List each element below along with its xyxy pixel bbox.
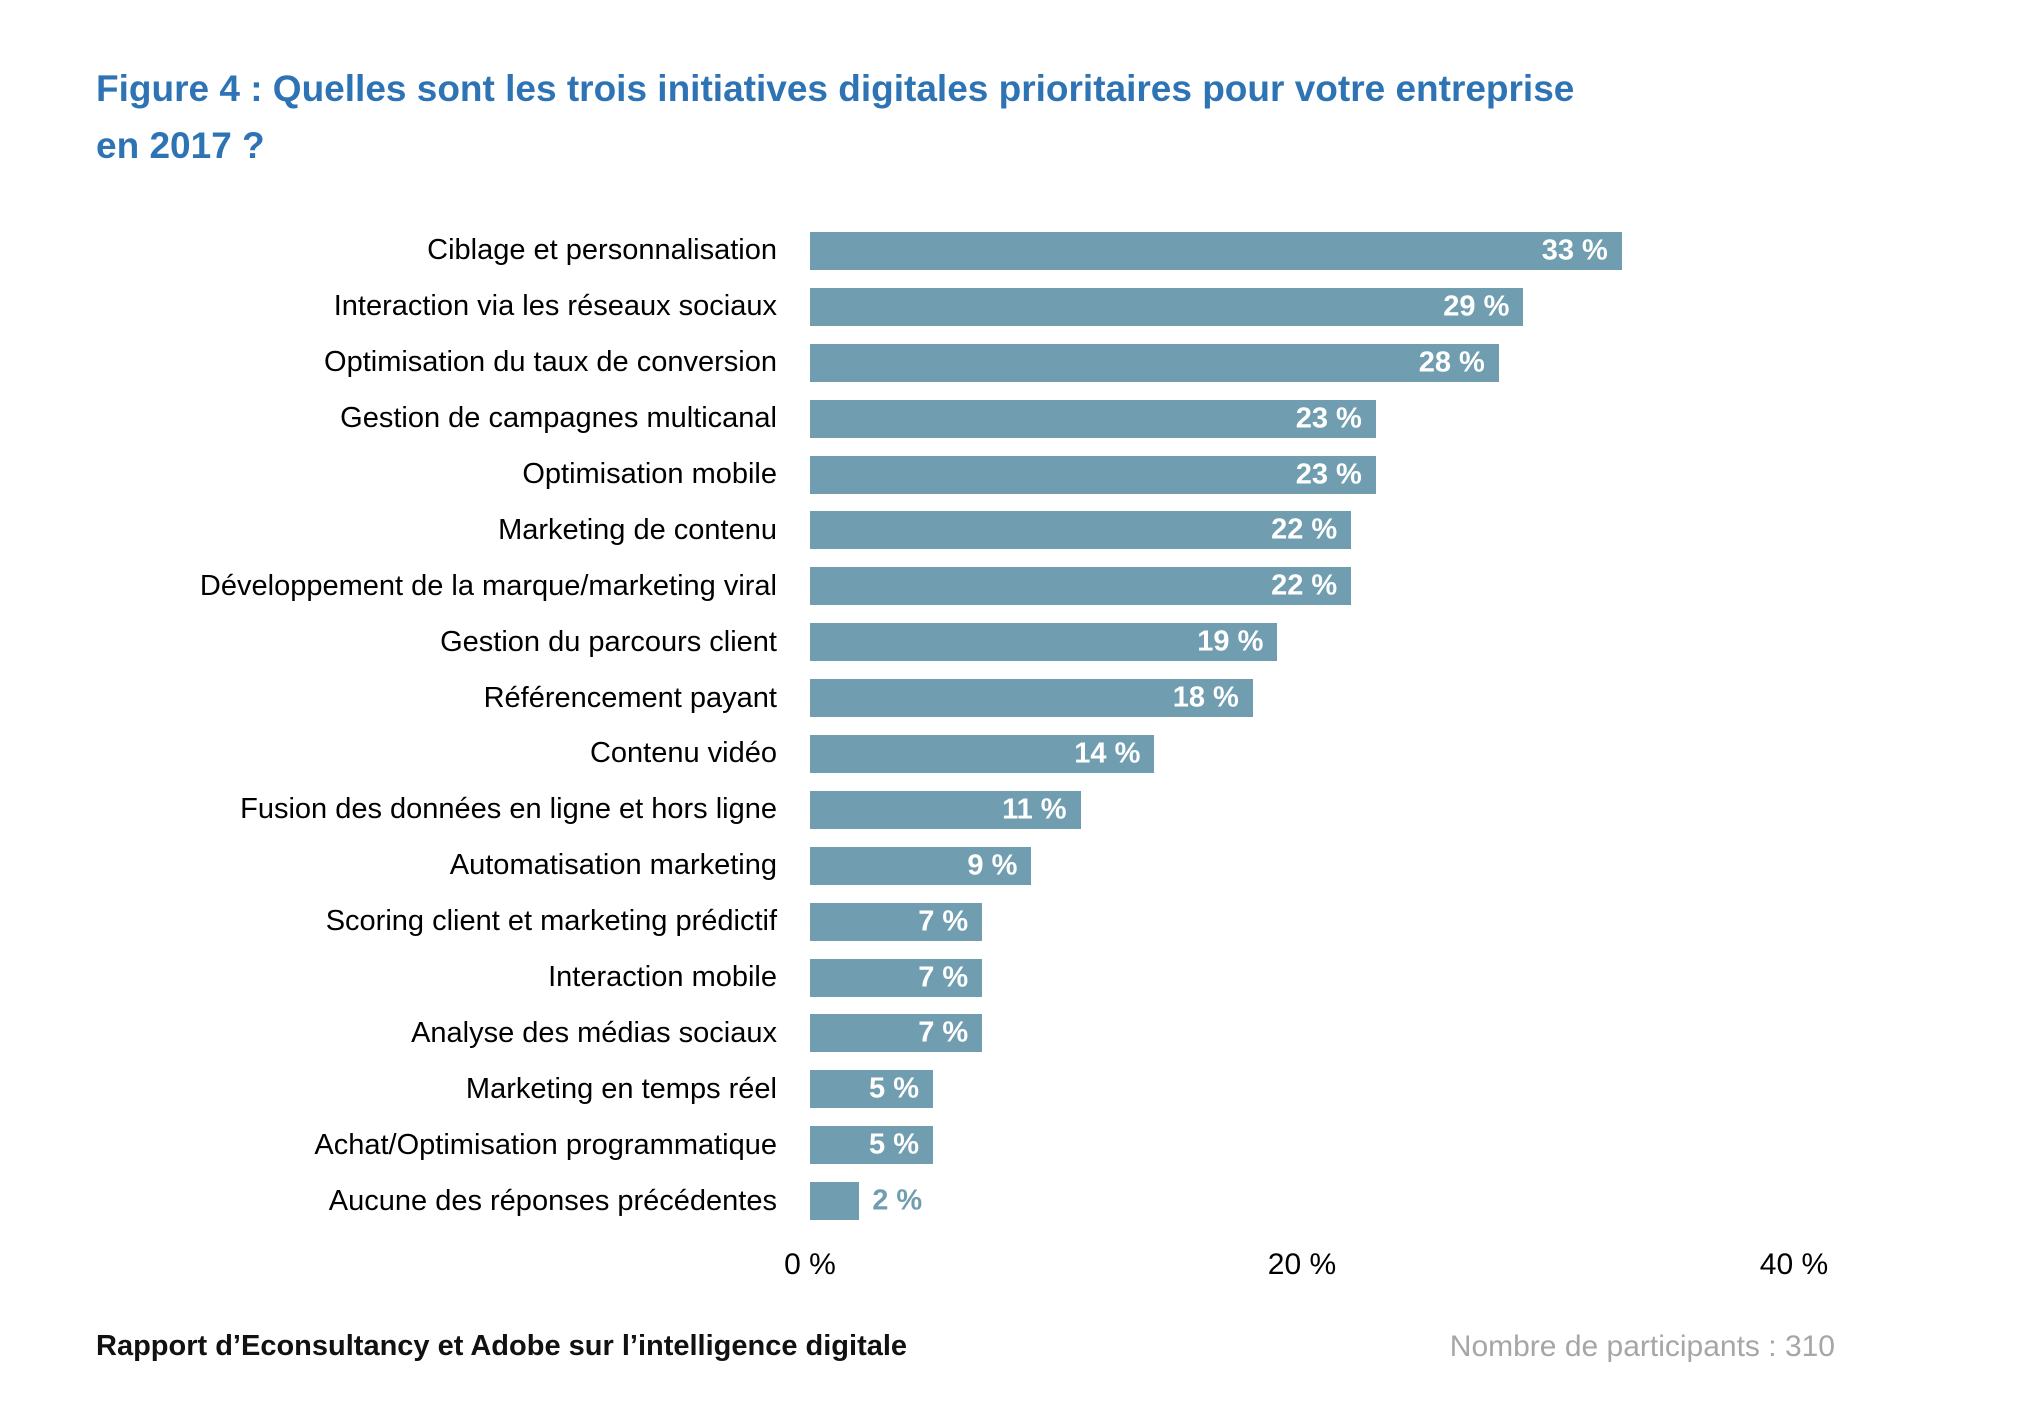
bar: 33 % — [810, 231, 1622, 270]
category-label: Fusion des données en ligne et hors lign… — [240, 793, 777, 826]
value-label: 14 % — [1074, 737, 1141, 770]
category-label: Automatisation marketing — [449, 849, 777, 882]
value-label: 22 % — [1271, 569, 1338, 602]
bar: 11 % — [810, 790, 1081, 829]
category-label: Gestion du parcours client — [440, 625, 777, 658]
category-label: Développement de la marque/marketing vir… — [199, 569, 777, 602]
x-axis-tick-label: 20 % — [1267, 1248, 1337, 1281]
bar-row: Ciblage et personnalisation 33 % — [0, 223, 2020, 279]
bar-track: 29 % — [810, 287, 1960, 326]
bar-chart: Ciblage et personnalisation 33 % Interacti… — [0, 223, 2020, 1229]
bar-row: Automatisation marketing 9 % — [0, 838, 2020, 894]
participants-count: Nombre de participants : 310 — [1449, 1330, 1835, 1363]
bar-row: Aucune des réponses précédentes 2 % — [0, 1173, 2020, 1229]
bar-row: Contenu vidéo 14 % — [0, 726, 2020, 782]
bar-row: Interaction mobile 7 % — [0, 950, 2020, 1006]
bar-track: 23 % — [810, 399, 1960, 438]
bar: 7 % — [810, 902, 983, 941]
bar: 28 % — [810, 343, 1499, 382]
page-title: Figure 4 : Quelles sont les trois initia… — [96, 68, 1575, 166]
bar: 29 % — [810, 287, 1524, 326]
bar: 7 % — [810, 1014, 983, 1053]
bar-track: 14 % — [810, 734, 1960, 773]
category-label: Analyse des médias sociaux — [411, 1016, 777, 1049]
bar: 9 % — [810, 846, 1032, 885]
bar-track: 5 % — [810, 1126, 1960, 1165]
bar-row: Référencement payant 18 % — [0, 670, 2020, 726]
category-label: Optimisation du taux de conversion — [324, 346, 777, 379]
bar-track: 9 % — [810, 846, 1960, 885]
bar-row: Marketing de contenu 22 % — [0, 502, 2020, 558]
bar: 14 % — [810, 734, 1155, 773]
bar: 7 % — [810, 958, 983, 997]
category-label: Gestion de campagnes multicanal — [340, 402, 777, 435]
category-label: Marketing en temps réel — [465, 1072, 777, 1105]
bar-row: Développement de la marque/marketing vir… — [0, 558, 2020, 614]
bar: 23 % — [810, 455, 1376, 494]
bar-track: 22 % — [810, 511, 1960, 550]
bar: 18 % — [810, 679, 1253, 718]
bar-row: Marketing en temps réel 5 % — [0, 1061, 2020, 1117]
bar-track: 7 % — [810, 1014, 1960, 1053]
value-label: 2 % — [872, 1184, 923, 1217]
value-label: 18 % — [1172, 681, 1239, 714]
value-label: 23 % — [1295, 402, 1362, 435]
bar-row: Scoring client et marketing prédictif 7 % — [0, 894, 2020, 950]
category-label: Scoring client et marketing prédictif — [325, 905, 777, 938]
bar-track: 11 % — [810, 790, 1960, 829]
category-label: Optimisation mobile — [522, 458, 777, 490]
category-label: Interaction via les réseaux sociaux — [333, 290, 777, 323]
bar: 22 % — [810, 511, 1352, 550]
category-label: Ciblage et personnalisation — [427, 234, 777, 267]
value-label: 7 % — [918, 905, 969, 938]
value-label: 11 % — [1002, 793, 1067, 826]
bar-track: 7 % — [810, 902, 1960, 941]
bar-row: Achat/Optimisation programmatique 5 % — [0, 1117, 2020, 1173]
value-label: 5 % — [869, 1128, 919, 1161]
value-label: 29 % — [1443, 290, 1510, 323]
value-label: 33 % — [1541, 234, 1608, 267]
bar-row: Optimisation du taux de conversion 28 % — [0, 335, 2020, 391]
source-text: Rapport d’Econsultancy et Adobe sur l’in… — [96, 1330, 908, 1362]
bar-track: 28 % — [810, 343, 1960, 382]
value-label: 22 % — [1271, 513, 1338, 546]
bar: 5 % — [810, 1126, 933, 1165]
bar-track: 2 % — [810, 1182, 1960, 1221]
bar: 22 % — [810, 567, 1352, 606]
x-axis: 0 % 20 % 40 % — [784, 1248, 1910, 1288]
bar-row: Analyse des médias sociaux 7 % — [0, 1005, 2020, 1061]
value-label: 19 % — [1197, 625, 1264, 658]
bar — [810, 1182, 860, 1221]
category-label: Interaction mobile — [548, 961, 777, 994]
x-axis-tick-label: 40 % — [1759, 1248, 1829, 1281]
value-label: 7 % — [918, 1016, 969, 1049]
value-label: 9 % — [967, 849, 1018, 882]
bar-row: Gestion du parcours client 19 % — [0, 614, 2020, 670]
value-label: 7 % — [918, 961, 969, 994]
value-label: 23 % — [1295, 458, 1362, 490]
value-label: 28 % — [1418, 346, 1485, 379]
category-label: Référencement payant — [483, 681, 777, 714]
bar-track: 18 % — [810, 679, 1960, 718]
bar: 5 % — [810, 1070, 933, 1109]
value-label: 5 % — [869, 1072, 919, 1105]
bar-track: 23 % — [810, 455, 1960, 494]
category-label: Achat/Optimisation programmatique — [314, 1128, 777, 1161]
category-label: Aucune des réponses précédentes — [328, 1184, 777, 1217]
bar-row: Interaction via les réseaux sociaux 29 % — [0, 279, 2020, 335]
bar-track: 19 % — [810, 623, 1960, 662]
x-axis-tick-label: 0 % — [784, 1248, 836, 1281]
bar-track: 7 % — [810, 958, 1960, 997]
bar-track: 33 % — [810, 231, 1960, 270]
bar-row: Gestion de campagnes multicanal 23 % — [0, 391, 2020, 447]
bar-row: Optimisation mobile 23 % — [0, 447, 2020, 503]
bar-track: 22 % — [810, 567, 1960, 606]
category-label: Contenu vidéo — [589, 737, 777, 770]
bar-track: 5 % — [810, 1070, 1960, 1109]
category-label: Marketing de contenu — [498, 513, 777, 546]
bar: 19 % — [810, 623, 1278, 662]
bar: 23 % — [810, 399, 1376, 438]
bar-row: Fusion des données en ligne et hors lign… — [0, 782, 2020, 838]
